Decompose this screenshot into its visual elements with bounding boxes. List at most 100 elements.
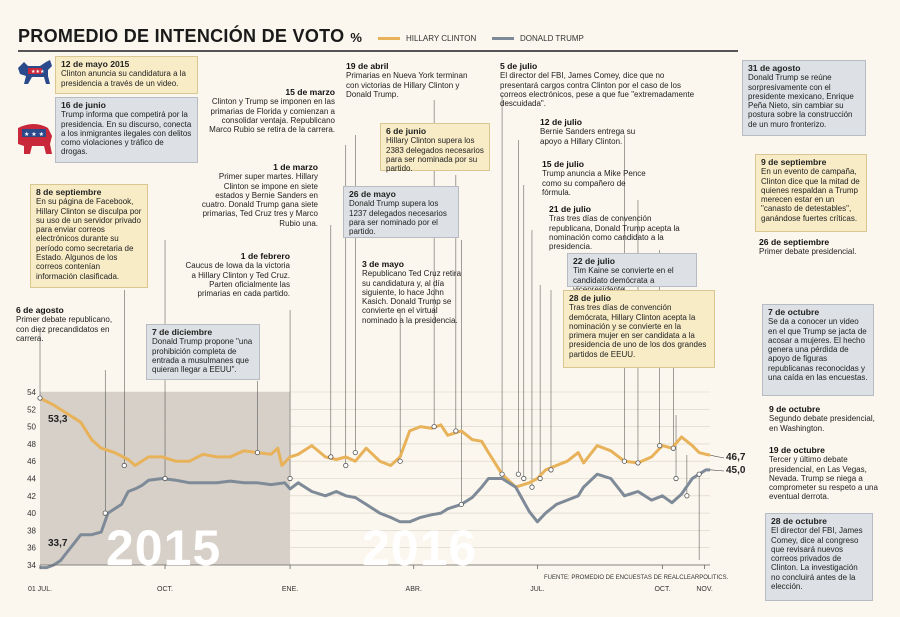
event-text: Donald Trump se reúne sorpresivamente co… xyxy=(748,73,854,129)
trump-end-value: 45,0 xyxy=(726,465,746,476)
trump-point xyxy=(59,559,62,562)
trump-point xyxy=(389,516,392,519)
trump-point xyxy=(256,482,259,484)
event-note: 19 de octubre Tercer y último debate pres… xyxy=(769,445,881,502)
event-dot xyxy=(670,445,676,451)
svg-text:★★★: ★★★ xyxy=(31,69,45,75)
clinton-point xyxy=(408,430,411,432)
clinton-point xyxy=(471,438,473,441)
clinton-point xyxy=(705,453,707,456)
trump-point xyxy=(324,495,327,497)
event-date: 26 de septiembre xyxy=(759,237,830,247)
clinton-point xyxy=(134,464,136,467)
event-text: Se da a conocer un video en el que Trump… xyxy=(768,317,868,383)
clinton-point xyxy=(289,456,291,458)
event-dot xyxy=(537,475,543,482)
trump-point xyxy=(344,495,347,497)
event-text: Tras tres días de convención demócrata, … xyxy=(569,303,707,359)
trump-point xyxy=(45,566,48,569)
x-tick-label: JUL. xyxy=(530,586,544,593)
event-text: Hillary Clinton supera los 2383 delegado… xyxy=(386,136,484,174)
event-note: 6 de agosto Primer debate republicano, co… xyxy=(16,305,116,343)
event-text: El director del FBI, James Comey, dice a… xyxy=(771,526,863,592)
legend-clinton: HILLARY CLINTON xyxy=(378,34,476,43)
trump-point xyxy=(480,486,483,488)
clinton-point xyxy=(175,460,177,463)
trump-point xyxy=(270,483,272,486)
chart-title: PROMEDIO DE INTENCIÓN DE VOTO% xyxy=(18,26,362,47)
event-date: 1 de marzo xyxy=(273,162,318,172)
clinton-point xyxy=(281,464,283,467)
event-dot xyxy=(397,458,403,464)
event-date: 7 de diciembre xyxy=(152,327,213,337)
trump-point xyxy=(430,514,433,516)
clinton-point xyxy=(52,404,55,406)
trump-point xyxy=(202,482,204,484)
event-note: 19 de abril Primarias en Nueva York termi… xyxy=(346,61,474,99)
trump-point xyxy=(650,499,653,501)
trump-point xyxy=(419,516,422,519)
event-dot xyxy=(328,454,334,460)
clinton-point xyxy=(113,451,116,454)
year-2015-label: 2015 xyxy=(106,520,222,576)
event-text: En un evento de campaña, Clinton dice qu… xyxy=(761,167,860,223)
leader-lines-group xyxy=(39,95,725,560)
event-dot xyxy=(343,462,349,469)
title-rule xyxy=(18,50,738,52)
y-tick-label: 34 xyxy=(27,561,36,570)
donkey-icon: ★★★ xyxy=(12,56,56,90)
event-card: 8 de septiembre En su página de Facebook,… xyxy=(30,184,148,288)
trump-point xyxy=(577,495,579,497)
clinton-point xyxy=(365,447,367,450)
clinton-end-value: 46,7 xyxy=(726,452,746,463)
clinton-point xyxy=(202,453,204,456)
event-text: Caucus de Iowa da la victoria a Hillary … xyxy=(185,261,291,299)
event-dot xyxy=(529,484,535,490)
y-tick-label: 44 xyxy=(27,475,36,484)
event-dot xyxy=(657,443,663,449)
clinton-point xyxy=(354,460,357,463)
trump-point xyxy=(365,503,367,506)
legend-trump-swatch xyxy=(492,37,514,41)
trump-point xyxy=(79,533,82,536)
event-text: Donald Trump propone "una prohibición co… xyxy=(152,337,253,375)
event-note: 26 de septiembre Primer debate presidenci… xyxy=(759,237,871,257)
event-text: Tercer y último debate presidencial, en … xyxy=(769,455,878,502)
event-text: El director del FBI, James Comey, dice q… xyxy=(500,71,695,109)
trump-point xyxy=(90,533,93,536)
end-pointer-trump xyxy=(709,469,725,472)
event-date: 9 de septiembre xyxy=(761,157,827,167)
clinton-point xyxy=(430,427,433,430)
clinton-point xyxy=(297,453,300,456)
event-dot xyxy=(515,471,521,477)
event-text: Primer debate republicano, con diez prec… xyxy=(16,315,113,343)
event-date: 15 de julio xyxy=(542,159,585,169)
trump-point xyxy=(147,479,150,482)
clinton-point xyxy=(229,456,232,458)
event-date: 15 de marzo xyxy=(285,87,335,97)
x-tick-label: ABR. xyxy=(406,586,422,593)
event-card: 28 de julio Tras tres días de convención … xyxy=(563,290,715,368)
clinton-point xyxy=(147,456,150,458)
event-dot xyxy=(287,475,293,482)
event-dot xyxy=(453,428,459,434)
legend-trump-label: DONALD TRUMP xyxy=(520,34,584,43)
clinton-point xyxy=(100,447,102,450)
event-date: 3 de mayo xyxy=(362,259,405,269)
event-date: 19 de abril xyxy=(346,61,389,71)
clinton-point xyxy=(419,425,422,428)
event-dot xyxy=(431,423,437,430)
event-date: 31 de agosto xyxy=(748,63,801,73)
event-note: 15 de julio Trump anuncia a Mike Pence co… xyxy=(542,159,654,197)
clinton-point xyxy=(609,450,612,452)
event-text: Trump informa que competirá por la presi… xyxy=(61,110,192,157)
event-note: 12 de julio Bernie Sanders entrega su apo… xyxy=(540,117,658,146)
source-note: FUENTE: PROMEDIO DE ENCUESTAS DE REALCLE… xyxy=(544,575,729,581)
clinton-point xyxy=(335,458,338,461)
trump-point xyxy=(691,477,694,480)
trump-point xyxy=(705,469,707,471)
event-text: Primer debate presidencial. xyxy=(759,247,857,257)
event-date: 9 de octubre xyxy=(769,404,821,414)
year-2016-label: 2016 xyxy=(362,520,478,576)
trump-point xyxy=(73,542,75,545)
